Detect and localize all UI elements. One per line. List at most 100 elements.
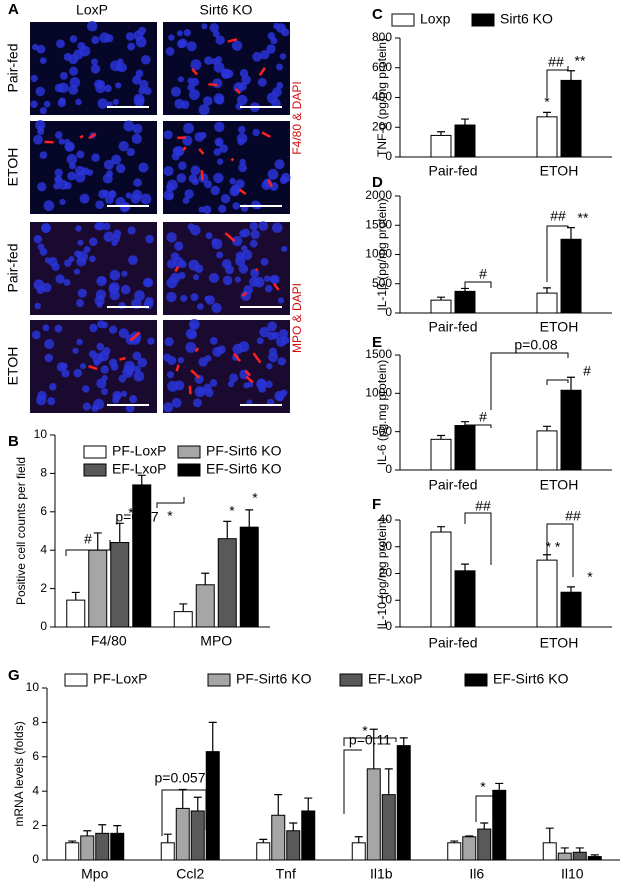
x-tick-label: Il6 [469,866,484,882]
nucleus [33,134,43,145]
nucleus [132,123,143,134]
nucleus [277,297,285,304]
nucleus [213,148,221,156]
nucleus [185,328,197,340]
nucleus [163,166,174,177]
nucleus [216,251,224,259]
nucleus [205,295,215,305]
nucleus [41,224,51,234]
nucleus [108,283,119,295]
nucleus [265,380,273,389]
stain [244,369,252,377]
nucleus [47,397,56,406]
x-tick-label: Pair-fed [428,163,477,179]
nucleus [168,34,175,41]
stain [129,331,141,342]
nucleus [118,328,129,339]
nucleus [103,231,115,243]
nucleus [56,39,65,49]
nucleus [178,161,187,170]
legend-label: EF-LxoP [112,461,166,477]
error-bar [274,794,283,816]
nucleus [145,234,154,244]
nucleus [106,101,113,108]
nucleus [125,192,132,199]
nucleus [98,276,106,284]
nucleus [118,141,129,152]
y-tick-label: 800 [372,30,392,44]
annotation: * [480,779,486,795]
nucleus [186,41,197,52]
column-label: Sirt6 KO [200,2,253,18]
annotation: * [128,505,134,521]
bar [557,852,572,861]
nucleus [164,337,174,347]
nucleus [258,221,269,231]
nucleus [109,269,121,281]
nucleus [190,224,201,236]
nucleus [97,98,108,109]
stain [198,148,205,155]
nucleus [76,299,84,307]
nucleus [259,326,270,338]
nucleus [33,234,43,244]
nucleus [193,398,202,408]
nucleus [132,351,142,361]
nucleus [95,289,107,300]
error-bar [115,522,124,543]
nucleus [192,274,200,281]
nucleus [37,243,45,251]
nucleus [188,89,200,101]
y-tick-label: 40 [379,512,393,526]
bar [454,425,476,471]
nucleus [241,228,251,238]
nucleus [190,165,201,176]
panel-label: C [372,6,383,23]
y-tick-label: 600 [372,60,392,74]
error-bar [304,797,313,811]
legend-swatch [64,673,88,687]
row-label: Pair-fed [5,243,21,292]
nucleus [133,178,142,187]
nucleus [89,323,98,333]
nucleus [194,386,206,398]
bracket [464,424,492,428]
y-tick-label: 2 [32,818,39,832]
legend-label: PF-LoxP [93,671,147,687]
x-tick-label: Pair-fed [428,319,477,335]
nucleus [256,337,264,345]
nucleus [98,189,108,199]
nucleus [130,193,141,204]
error-bar [193,796,202,811]
nucleus [127,42,136,51]
nucleus [58,82,69,94]
nucleus [170,272,181,284]
x-tick-label: MPO [200,633,232,649]
stain [174,266,180,272]
nucleus [77,288,87,298]
legend-label: Loxp [420,11,451,27]
nucleus [143,277,154,288]
nucleus [174,241,184,251]
y-tick-label: 0 [385,462,392,476]
nucleus [252,128,260,137]
bar [175,807,190,861]
error-bar [384,768,393,795]
stain [272,282,280,291]
bar [430,531,452,628]
nucleus [112,98,119,105]
error-bar [461,563,469,571]
nucleus [212,346,223,357]
nucleus [58,97,66,105]
nucleus [97,80,105,88]
legend-label: EF-Sirt6 KO [206,461,282,477]
nucleus [217,158,224,165]
legend-label: PF-Sirt6 KO [236,671,312,687]
nucleus [69,35,78,43]
nucleus [48,257,58,267]
error-bar [560,847,569,854]
y-tick-label: 200 [372,119,392,133]
nucleus [58,138,65,145]
nucleus [171,152,180,161]
stain [88,132,97,140]
